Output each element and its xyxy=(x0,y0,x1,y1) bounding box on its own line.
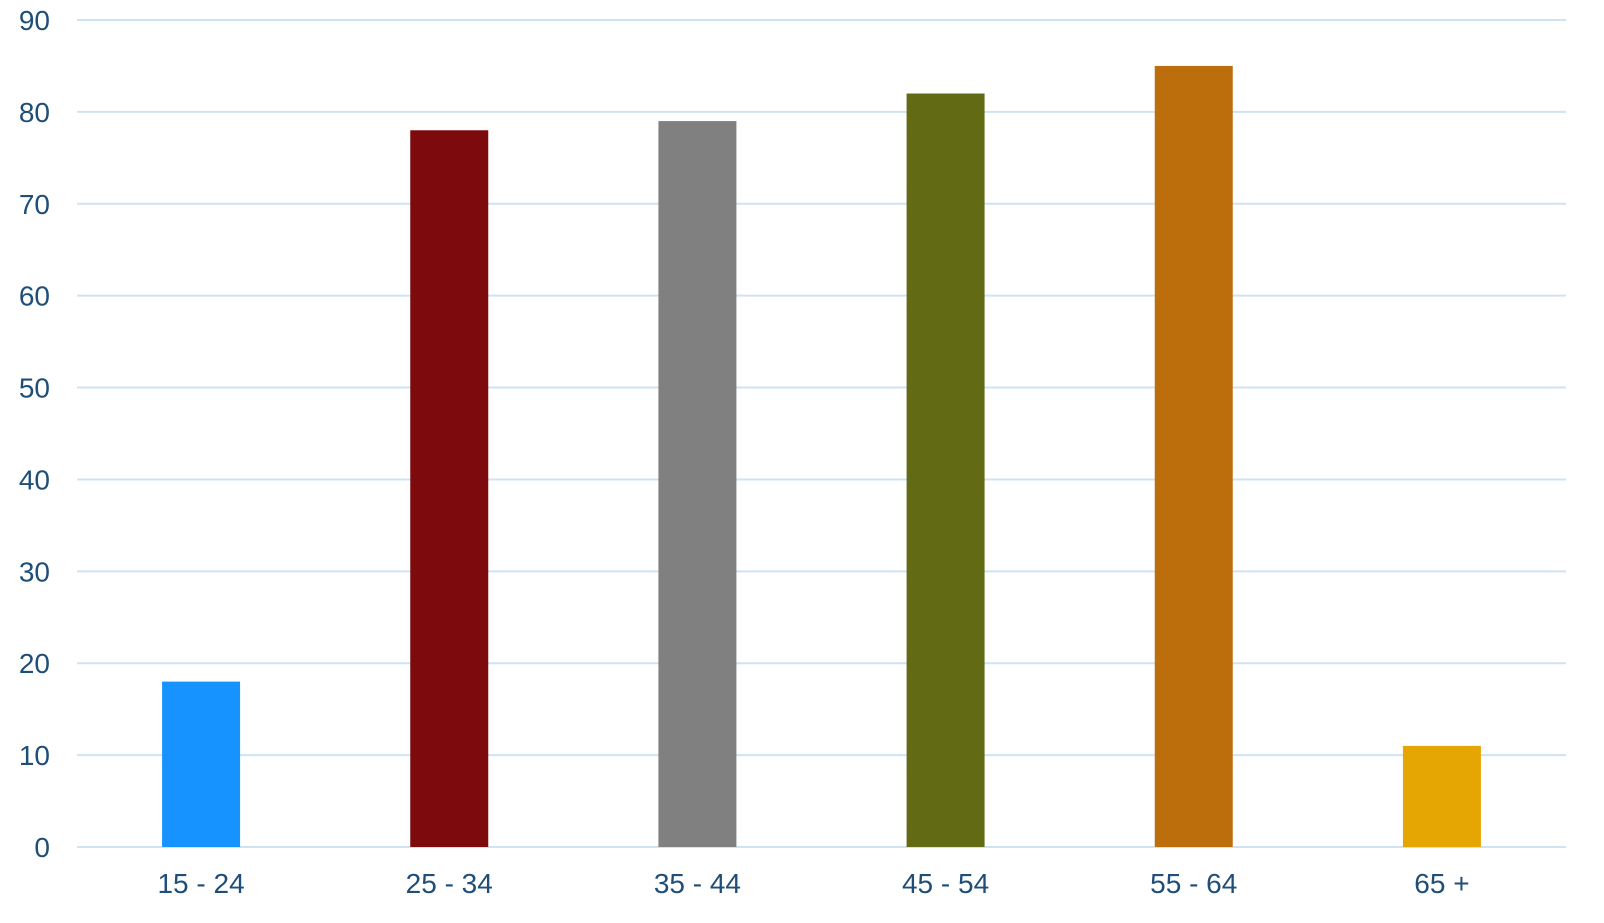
x-tick-label-25-34: 25 - 34 xyxy=(406,868,493,899)
y-tick-label-50: 50 xyxy=(19,373,50,404)
x-axis-tick-labels: 15 - 24 25 - 34 35 - 44 45 - 54 55 - 64 65 + xyxy=(157,868,1469,899)
bar-25-34 xyxy=(410,130,489,847)
gridlines xyxy=(77,19,1566,848)
y-tick-label-30: 30 xyxy=(19,556,50,587)
bar-45-54 xyxy=(906,93,985,847)
bars xyxy=(162,65,1481,848)
y-tick-label-0: 0 xyxy=(34,832,50,863)
y-tick-label-70: 70 xyxy=(19,189,50,220)
x-tick-label-35-44: 35 - 44 xyxy=(654,868,741,899)
y-axis-tick-labels: 0 10 20 30 40 50 60 70 80 90 xyxy=(19,5,50,863)
y-tick-label-20: 20 xyxy=(19,648,50,679)
bar-15-24 xyxy=(162,681,241,847)
x-tick-label-55-64: 55 - 64 xyxy=(1150,868,1237,899)
bar-55-64 xyxy=(1154,65,1233,847)
y-tick-label-90: 90 xyxy=(19,5,50,36)
bar-65plus xyxy=(1402,745,1481,847)
y-tick-label-80: 80 xyxy=(19,97,50,128)
y-tick-label-10: 10 xyxy=(19,740,50,771)
x-tick-label-65plus: 65 + xyxy=(1414,868,1469,899)
y-tick-label-40: 40 xyxy=(19,464,50,495)
x-tick-label-15-24: 15 - 24 xyxy=(157,868,244,899)
x-tick-label-45-54: 45 - 54 xyxy=(902,868,989,899)
y-tick-label-60: 60 xyxy=(19,281,50,312)
bar-35-44 xyxy=(658,121,737,848)
